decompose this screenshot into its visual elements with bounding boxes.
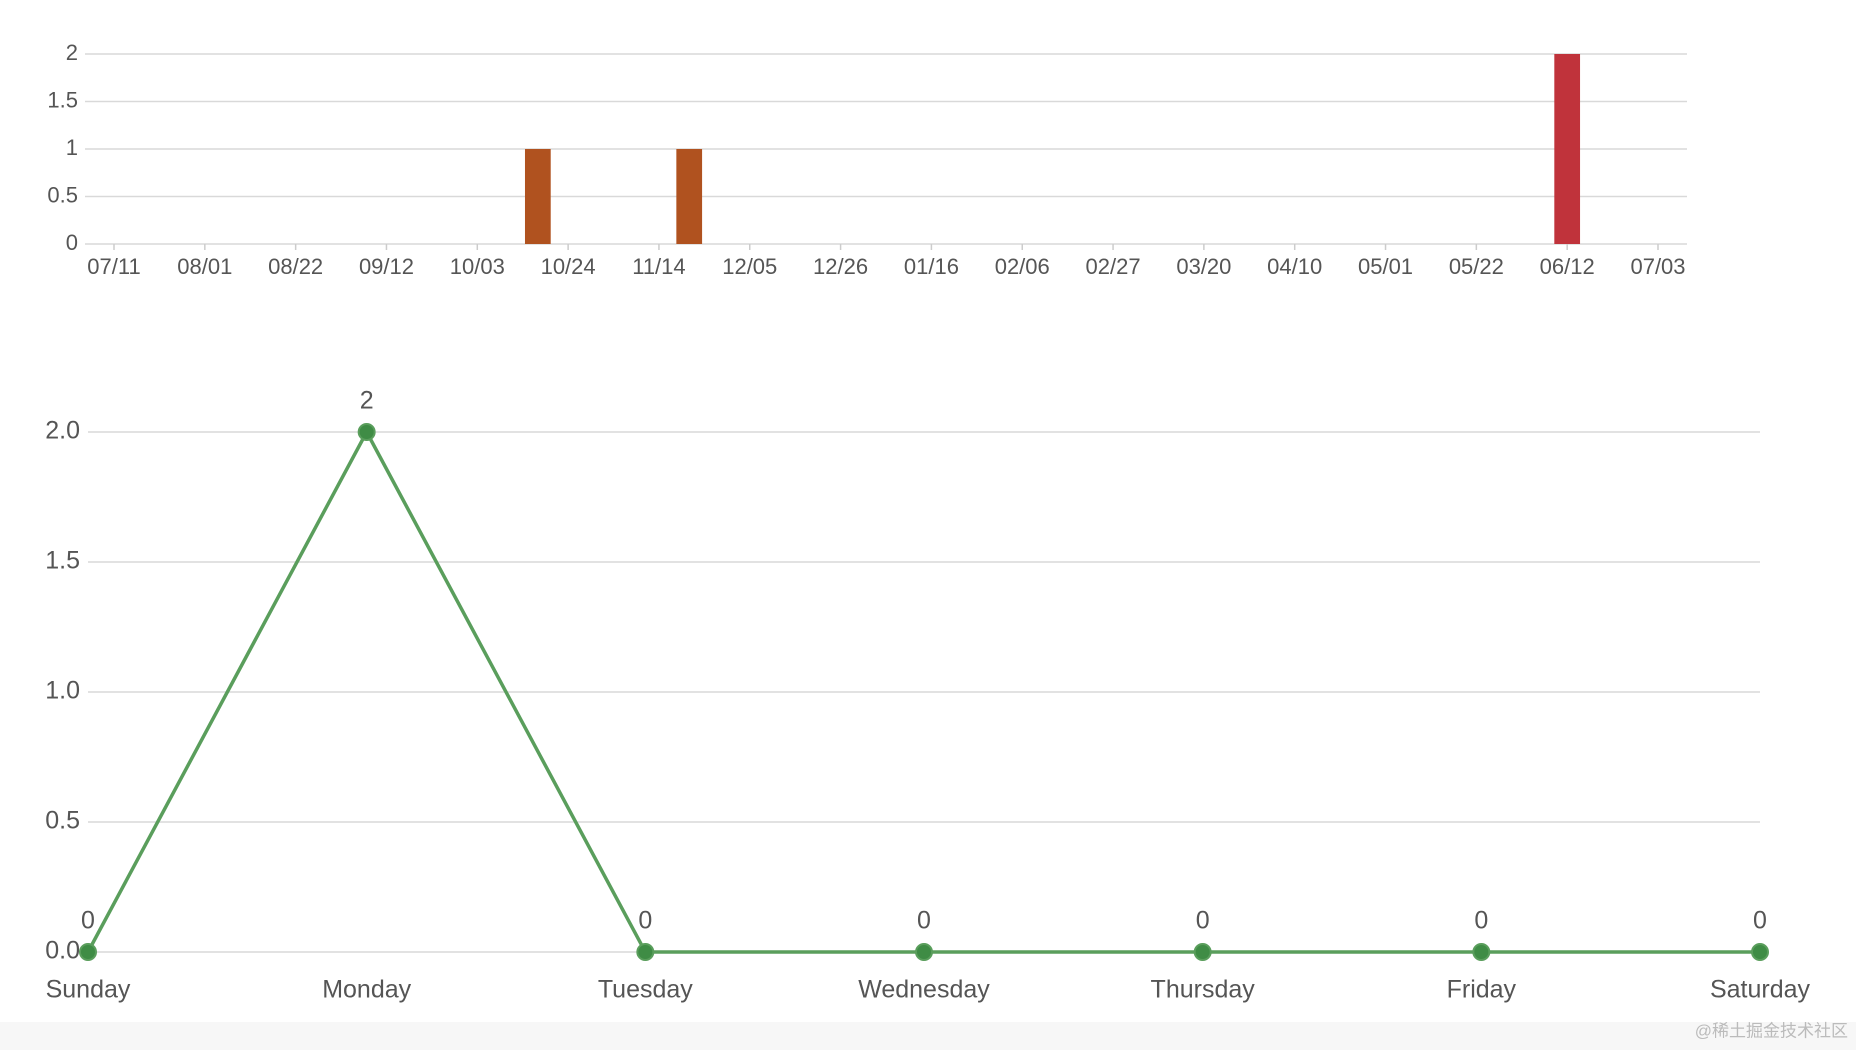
x-tick-label: 08/22	[268, 254, 323, 279]
y-tick-label: 0.5	[45, 807, 80, 835]
x-tick-label: 07/03	[1630, 254, 1685, 279]
x-tick-label: 02/27	[1086, 254, 1141, 279]
data-label: 0	[638, 907, 652, 935]
y-tick-label: 2.0	[45, 417, 80, 445]
x-tick-label: 11/14	[632, 254, 685, 279]
x-tick-label: Wednesday	[858, 976, 990, 1004]
x-tick-label: 10/03	[450, 254, 505, 279]
data-label: 0	[81, 907, 95, 935]
weekly-bar-chart: 0 0.5 1 1.5 2 07/11 08/01 08/22 09/12 10/03 10/24 1…	[47, 40, 1687, 279]
x-tick-label: 09/12	[359, 254, 414, 279]
x-tick-label: 05/22	[1449, 254, 1504, 279]
data-label: 0	[1753, 907, 1767, 935]
y-tick-label: 0	[66, 230, 78, 255]
y-tick-label: 0.0	[45, 937, 80, 965]
y-tick-label: 1.5	[47, 87, 78, 112]
data-label: 2	[360, 387, 374, 415]
x-tick-label: 10/24	[541, 254, 596, 279]
bar	[676, 149, 703, 244]
data-label: 0	[1474, 907, 1488, 935]
y-tick-label: 1.0	[45, 677, 80, 705]
x-tick-label: 12/26	[813, 254, 868, 279]
x-tick-label: Friday	[1447, 976, 1517, 1004]
point	[357, 423, 376, 441]
x-tick-label: 01/16	[904, 254, 959, 279]
weekday-line-chart: 0.0 0.5 1.0 1.5 2.0 Sunday Monday Tuesday Wednes…	[45, 387, 1810, 1004]
x-tick-label: 06/12	[1540, 254, 1595, 279]
point	[1193, 943, 1212, 961]
watermark: @稀土掘金技术社区	[1695, 1021, 1848, 1040]
footer-band	[0, 1022, 1856, 1050]
bar	[1554, 54, 1581, 244]
x-tick-label: 12/05	[722, 254, 777, 279]
point	[79, 943, 97, 961]
data-label: 0	[1196, 907, 1210, 935]
y-tick-label: 0.5	[47, 182, 78, 207]
point	[636, 943, 655, 961]
x-tick-label: 05/01	[1358, 254, 1413, 279]
x-tick-label: 02/06	[995, 254, 1050, 279]
x-tick-label: 08/01	[177, 254, 232, 279]
x-tick-label: Tuesday	[598, 976, 693, 1004]
x-tick-label: Saturday	[1710, 976, 1811, 1004]
x-tick-label: 04/10	[1267, 254, 1322, 279]
point	[1751, 943, 1769, 961]
point	[1472, 943, 1491, 961]
y-tick-label: 1	[66, 135, 78, 160]
y-tick-label: 1.5	[45, 547, 80, 575]
x-tick-label: Sunday	[46, 976, 131, 1004]
data-label: 0	[917, 907, 931, 935]
x-tick-label: Monday	[322, 976, 411, 1004]
y-tick-label: 2	[66, 40, 78, 65]
point	[915, 943, 933, 961]
x-tick-label: 03/20	[1176, 254, 1231, 279]
x-tick-label: Thursday	[1151, 976, 1256, 1004]
x-tick-label: 07/11	[87, 254, 140, 279]
bar	[524, 149, 551, 244]
